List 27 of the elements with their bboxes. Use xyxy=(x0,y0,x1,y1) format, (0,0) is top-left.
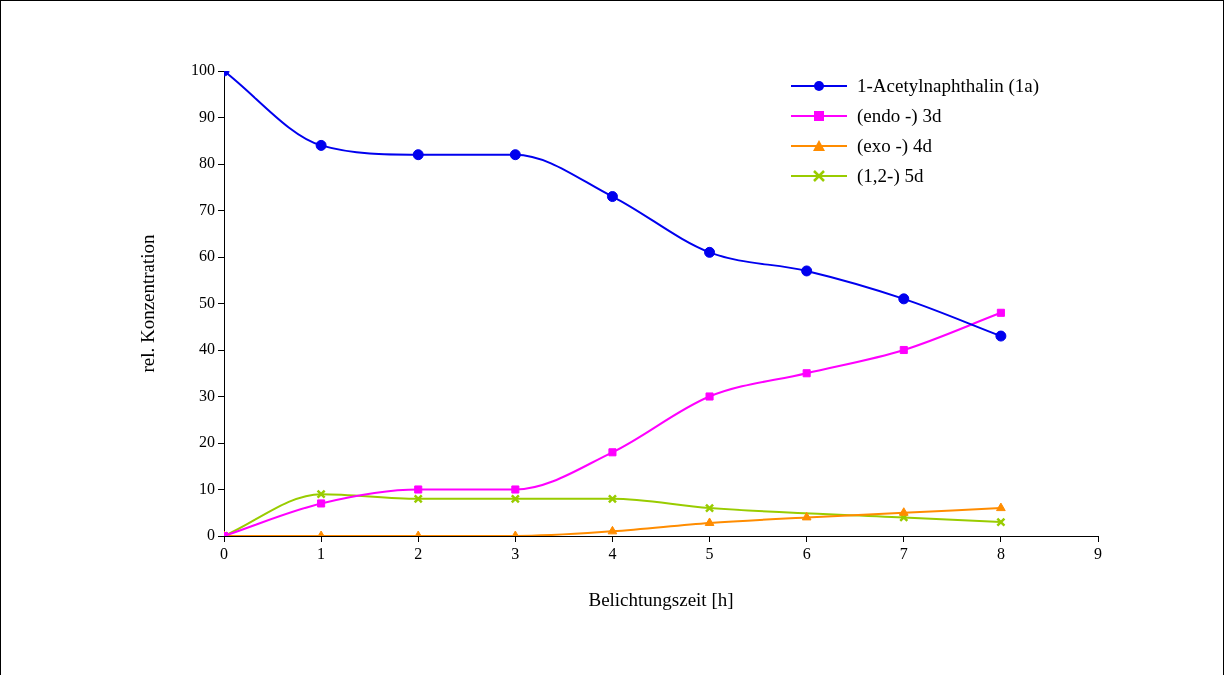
y-tick-label: 10 xyxy=(199,479,215,497)
x-tick-label: 1 xyxy=(317,544,326,562)
x-tick-label: 0 xyxy=(220,544,228,562)
y-tick-label: 60 xyxy=(199,247,215,265)
y-tick-label: 100 xyxy=(191,61,215,79)
legend-label: (endo -) 3d xyxy=(857,104,942,128)
y-axis-title: rel. Konzentration xyxy=(137,233,159,373)
y-tick-label: 50 xyxy=(199,293,215,311)
y-tick-label: 0 xyxy=(207,526,215,544)
x-tick-label: 5 xyxy=(705,544,714,562)
y-tick-label: 70 xyxy=(199,200,215,218)
x-tick-label: 8 xyxy=(996,544,1005,562)
x-tick-label: 2 xyxy=(414,544,423,562)
x-tick-label: 3 xyxy=(511,544,520,562)
x-tick-label: 6 xyxy=(802,544,811,562)
legend-label: (1,2-) 5d xyxy=(857,164,924,188)
x-tick-label: 9 xyxy=(1094,544,1102,562)
x-tick-label: 4 xyxy=(608,544,617,562)
y-tick-label: 20 xyxy=(199,433,215,451)
legend-label: 1-Acetylnaphthalin (1a) xyxy=(857,74,1040,98)
y-tick-label: 90 xyxy=(199,107,215,125)
x-axis-title: Belichtungszeit [h] xyxy=(588,588,734,610)
x-tick-label: 7 xyxy=(899,544,908,562)
y-tick-label: 80 xyxy=(199,154,215,172)
y-tick-label: 30 xyxy=(199,386,215,404)
y-tick-label: 40 xyxy=(199,340,215,358)
legend-label: (exo -) 4d xyxy=(857,134,932,158)
